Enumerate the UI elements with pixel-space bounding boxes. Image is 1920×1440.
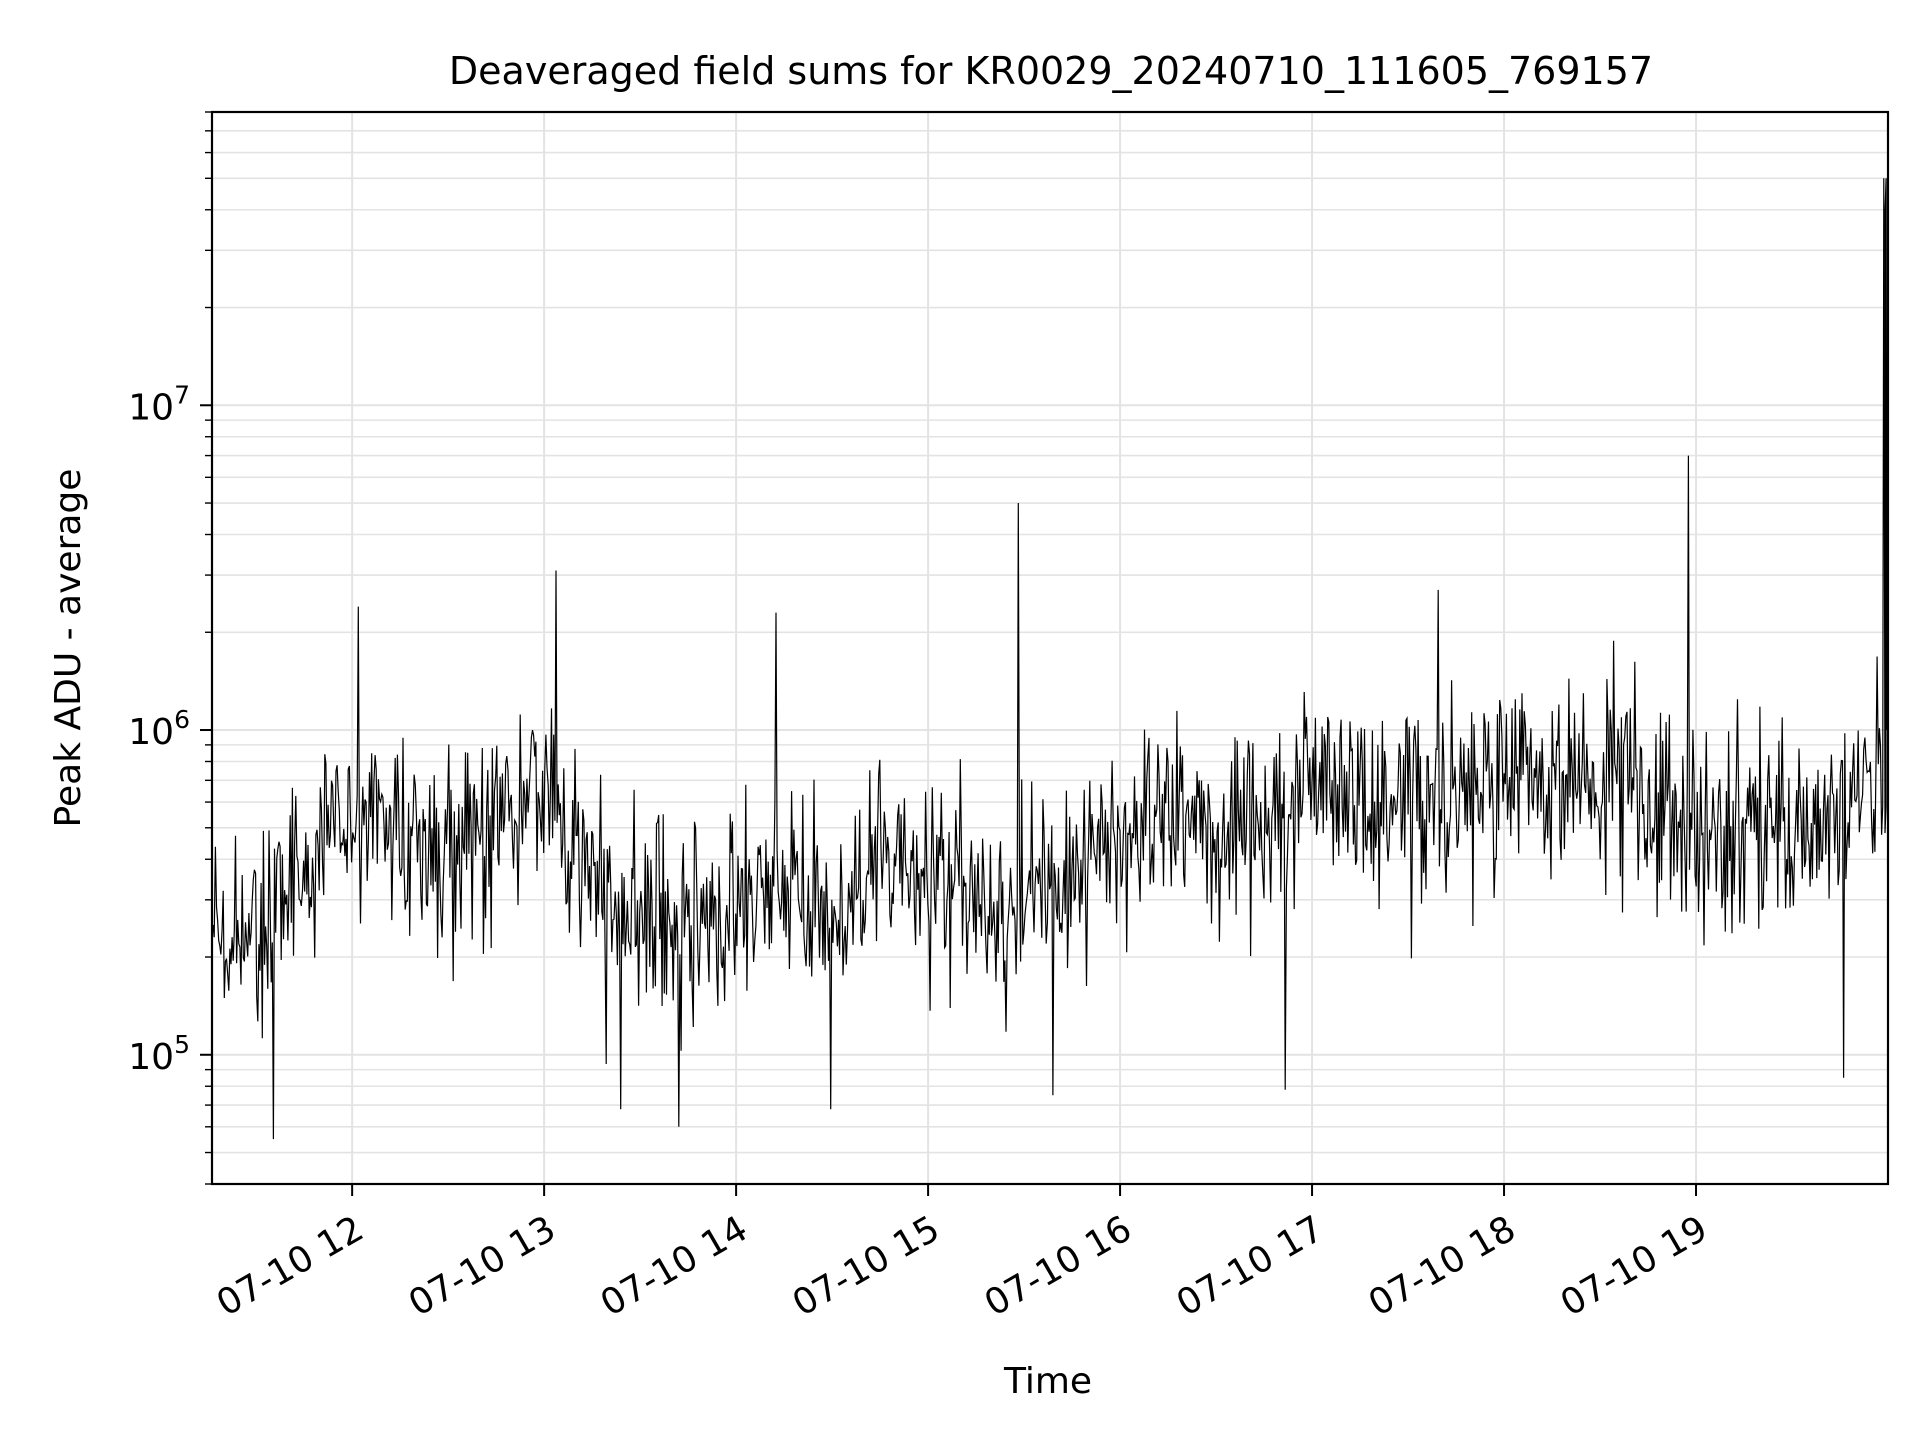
y-tick-label: 107	[128, 380, 190, 428]
plot-area	[210, 110, 1890, 1186]
series-line	[211, 178, 1888, 1140]
chart-title: Deaveraged field sums for KR0029_2024071…	[449, 49, 1653, 93]
y-axis-label: Peak ADU - average	[48, 469, 89, 828]
plot-frame	[210, 110, 1890, 1186]
y-axis: 105 106 107	[128, 111, 212, 1185]
x-axis-label: Time	[1003, 1361, 1092, 1402]
y-tick-label: 105	[128, 1030, 190, 1078]
series-layer	[211, 178, 1888, 1140]
plot-background	[212, 112, 1888, 1184]
y-tick-label: 106	[128, 705, 190, 753]
